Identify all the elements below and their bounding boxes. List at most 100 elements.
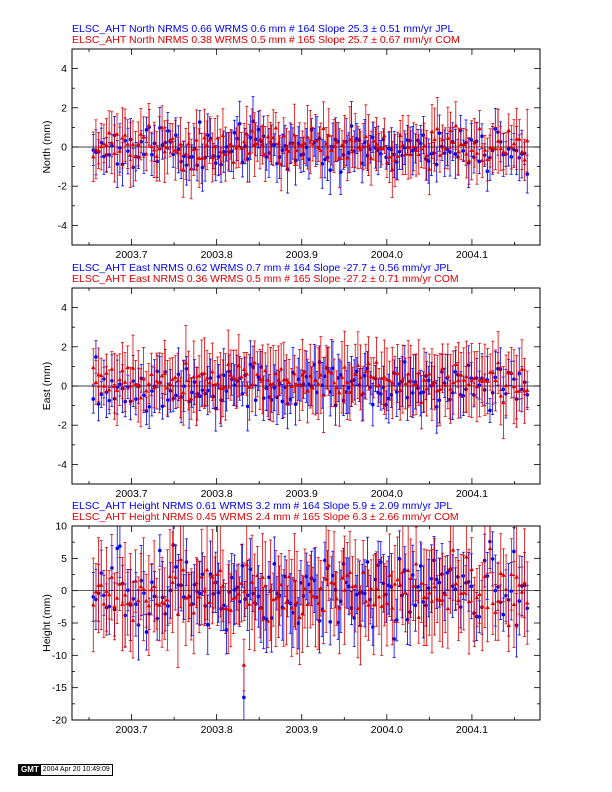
data-point xyxy=(237,121,242,126)
data-point xyxy=(310,593,316,598)
data-point xyxy=(199,574,204,579)
data-point xyxy=(429,576,434,581)
data-point xyxy=(109,366,114,371)
data-point xyxy=(353,371,358,376)
data-point xyxy=(163,612,167,616)
data-point xyxy=(501,572,506,577)
data-point xyxy=(260,376,265,381)
data-point xyxy=(204,142,210,147)
data-point xyxy=(242,695,246,700)
data-point xyxy=(241,366,247,371)
data-point xyxy=(163,140,167,145)
data-point xyxy=(392,158,398,163)
data-point xyxy=(231,596,236,601)
data-point xyxy=(255,573,260,578)
data-point xyxy=(506,127,511,132)
data-point xyxy=(147,405,151,409)
data-point xyxy=(448,150,452,154)
data-point xyxy=(278,366,284,371)
data-point xyxy=(241,662,247,667)
x-tick-label: 2003.8 xyxy=(201,249,233,261)
data-point xyxy=(224,389,229,393)
data-point xyxy=(329,370,334,375)
data-point xyxy=(376,145,382,150)
data-point xyxy=(392,637,396,641)
data-point xyxy=(174,133,178,138)
data-point xyxy=(419,399,424,404)
data-point xyxy=(205,133,210,138)
data-point xyxy=(297,382,302,387)
data-point xyxy=(477,126,482,131)
data-point xyxy=(493,378,498,383)
data-point xyxy=(154,378,159,383)
data-point xyxy=(181,567,186,572)
data-point xyxy=(424,374,428,378)
data-point xyxy=(188,166,194,171)
data-point xyxy=(517,136,522,141)
data-point xyxy=(421,600,426,604)
data-point xyxy=(453,152,458,156)
data-point xyxy=(342,587,347,592)
data-point xyxy=(181,167,186,172)
data-point xyxy=(143,598,149,603)
data-point xyxy=(384,376,390,381)
x-tick-label: 2003.8 xyxy=(201,488,233,500)
data-point xyxy=(440,137,445,142)
data-point xyxy=(101,601,107,606)
data-point xyxy=(292,577,297,582)
data-point xyxy=(398,582,403,587)
data-point xyxy=(345,155,350,160)
y-tick-label: -2 xyxy=(58,420,67,432)
data-point xyxy=(157,602,162,607)
x-tick-label: 2003.9 xyxy=(286,249,318,261)
data-point xyxy=(318,585,324,590)
data-point xyxy=(321,392,326,397)
data-point xyxy=(226,361,231,366)
data-point xyxy=(416,386,420,390)
data-point xyxy=(122,132,128,137)
data-point xyxy=(400,569,406,574)
data-point xyxy=(170,376,175,381)
data-point xyxy=(506,623,511,628)
data-point xyxy=(440,572,444,577)
data-point xyxy=(211,394,215,399)
data-point xyxy=(448,386,453,391)
x-tick-label: 2003.7 xyxy=(116,249,148,261)
legend-jpl: ELSC_AHT Height NRMS 0.61 WRMS 3.2 mm # … xyxy=(72,500,452,512)
data-point xyxy=(244,562,249,567)
data-point xyxy=(307,382,311,386)
data-point xyxy=(398,388,403,393)
data-point xyxy=(136,383,141,388)
data-point xyxy=(194,393,199,398)
data-point xyxy=(495,138,501,143)
data-point xyxy=(255,371,260,376)
y-tick-label: 0 xyxy=(61,142,67,154)
data-point xyxy=(106,387,112,392)
data-point xyxy=(267,575,271,580)
data-point xyxy=(437,580,442,585)
x-tick-label: 2003.7 xyxy=(116,488,148,500)
data-point xyxy=(450,139,456,144)
data-point xyxy=(159,125,165,130)
data-point xyxy=(232,130,237,135)
data-point xyxy=(374,141,379,146)
data-point xyxy=(141,586,146,591)
data-point xyxy=(350,382,355,387)
data-point xyxy=(220,583,226,588)
data-point xyxy=(405,144,411,149)
data-point xyxy=(403,381,408,386)
data-point xyxy=(331,143,337,148)
data-point xyxy=(482,147,488,152)
data-point xyxy=(297,615,302,620)
data-point xyxy=(408,152,414,157)
data-point xyxy=(93,146,99,151)
data-point xyxy=(117,148,122,153)
data-point xyxy=(469,567,474,572)
data-point xyxy=(477,377,482,382)
data-point xyxy=(239,374,244,379)
data-point xyxy=(99,582,104,587)
data-point xyxy=(318,148,324,153)
data-point xyxy=(226,148,231,153)
data-point xyxy=(257,605,263,610)
data-point xyxy=(363,369,369,374)
